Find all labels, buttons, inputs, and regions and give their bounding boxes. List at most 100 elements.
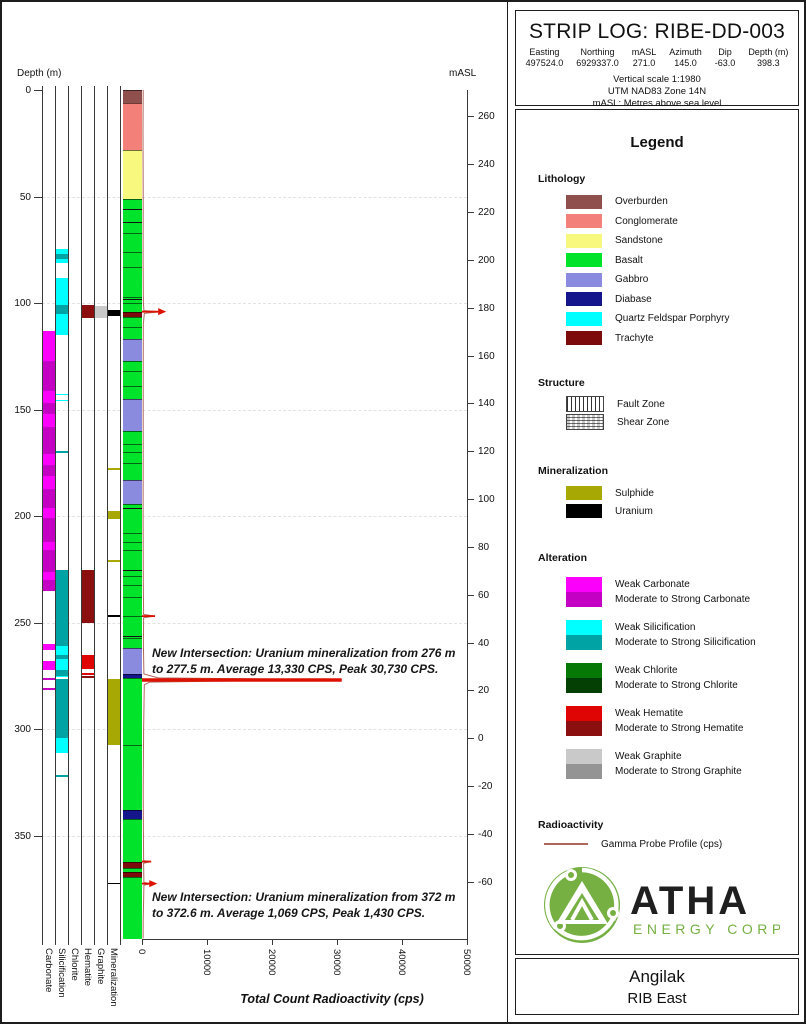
silicification-interval xyxy=(56,646,68,655)
legend-section-heading: Lithology xyxy=(538,173,586,185)
cps-tick xyxy=(337,939,338,945)
carbonate-interval xyxy=(43,488,55,508)
mineralization-interval xyxy=(108,309,120,316)
swatch-strong xyxy=(566,677,602,693)
cps-tick-label: 0 xyxy=(136,949,147,955)
lithology-interval xyxy=(123,503,142,534)
lithology-interval xyxy=(123,876,142,939)
lithology-interval xyxy=(123,550,142,576)
legend-alteration-labels: Weak Chlorite Moderate to Strong Chlorite xyxy=(615,663,738,693)
masl-tick xyxy=(467,786,474,788)
depth-tick xyxy=(34,836,42,838)
lithology-interval xyxy=(123,303,142,312)
header-box: STRIP LOG: RIBE-DD-003 Easting 497524.0 No… xyxy=(515,10,799,109)
header-note: mASL: Metres above sea level xyxy=(592,98,722,109)
legend-label: Trachyte xyxy=(615,332,654,344)
collar-field-depth-m-: Depth (m) 398.3 xyxy=(748,47,788,69)
graphite-interval xyxy=(95,306,107,319)
masl-tick-label: 40 xyxy=(478,637,490,649)
carbonate-interval xyxy=(43,330,55,361)
carbonate-interval xyxy=(43,644,55,650)
masl-tick-label: -20 xyxy=(478,781,493,793)
lithology-interval xyxy=(123,102,142,150)
lithology-interval xyxy=(123,296,142,304)
legend-alteration-pair-chlorite: Weak Chlorite Moderate to Strong Chlorite xyxy=(516,662,798,693)
swatch-weak xyxy=(566,662,602,678)
strong-label: Moderate to Strong Hematite xyxy=(615,722,744,734)
masl-tick-label: -40 xyxy=(478,829,493,840)
lithology-interval xyxy=(123,674,142,679)
legend-swatch-quartz-feldspar-porphyry xyxy=(566,311,602,326)
lithology-interval xyxy=(123,452,142,464)
logo-swirl-icon xyxy=(544,866,620,943)
lithology-stringer xyxy=(123,209,142,211)
track-divider xyxy=(120,86,121,945)
masl-tick-label: 160 xyxy=(478,350,495,362)
masl-axis-line xyxy=(467,90,468,939)
depth-gridline xyxy=(42,409,467,411)
masl-tick-label: 60 xyxy=(478,589,490,601)
atha-energy-logo: ATHA ENERGY CORP. xyxy=(542,864,798,951)
legend-alteration-labels: Weak Graphite Moderate to Strong Graphite xyxy=(615,749,742,779)
legend-label: Gabbro xyxy=(615,274,649,285)
info-panel: STRIP LOG: RIBE-DD-003 Easting 497524.0 No… xyxy=(507,2,806,1022)
lithology-interval xyxy=(123,317,142,327)
carbonate-interval xyxy=(43,688,55,690)
carbonate-interval xyxy=(43,454,55,466)
masl-tick xyxy=(467,355,474,357)
legend-swatch-shear-zone xyxy=(566,414,604,430)
legend-item-sandstone: Sandstone xyxy=(516,232,798,249)
depth-gridline xyxy=(42,303,467,305)
swatch-strong xyxy=(566,591,602,607)
track-label: Silicification xyxy=(56,948,67,998)
carbonate-interval xyxy=(43,571,55,581)
legend-item-gabbro: Gabbro xyxy=(516,271,798,288)
depth-tick-label: 200 xyxy=(14,511,31,523)
hematite-interval xyxy=(82,305,94,319)
track-divider xyxy=(68,86,69,945)
depth-tick xyxy=(34,303,42,305)
legend-section-heading: Radioactivity xyxy=(538,818,604,831)
field-label: mASL xyxy=(631,47,657,57)
track-divider xyxy=(55,86,56,945)
masl-tick-label: 80 xyxy=(478,541,490,553)
legend-label: Conglomerate xyxy=(615,215,678,227)
depth-gridline xyxy=(42,622,467,624)
silicification-interval xyxy=(56,669,68,676)
legend-swatch-trachyte xyxy=(566,331,602,345)
strong-label: Moderate to Strong Silicification xyxy=(615,636,756,648)
legend-swatch-basalt xyxy=(566,253,602,267)
legend-swatch-silicification xyxy=(566,619,602,650)
legend-alteration-pair-silicification: Weak Silicification Moderate to Strong Si… xyxy=(516,619,798,650)
collar-field-masl: mASL 271.0 xyxy=(632,47,657,69)
depth-tick-label: 250 xyxy=(14,617,31,629)
legend-alteration-pair-carbonate: Weak Carbonate Moderate to Strong Carbona… xyxy=(516,576,798,607)
lithology-interval xyxy=(123,678,142,746)
carbonate-interval xyxy=(43,360,55,391)
cps-axis-line xyxy=(142,939,467,940)
swatch-weak xyxy=(566,748,602,764)
mineralization-interval xyxy=(108,510,120,520)
cps-tick-label: 10000 xyxy=(201,949,212,976)
swatch-strong xyxy=(566,634,602,650)
field-value: 271.0 xyxy=(632,58,656,68)
legend-item-conglomerate: Conglomerate xyxy=(516,213,798,230)
collar-fields: Easting 497524.0 Northing 6929337.0 mASL 271.… xyxy=(516,47,798,69)
masl-tick xyxy=(467,546,474,548)
masl-tick-label: -60 xyxy=(478,876,493,888)
silicification-interval xyxy=(56,737,68,753)
lithology-interval xyxy=(123,541,142,551)
cps-tick xyxy=(402,939,403,945)
depth-tick xyxy=(34,196,42,198)
masl-tick xyxy=(467,212,474,213)
track-label: Graphite xyxy=(95,948,106,985)
swatch-strong xyxy=(566,763,602,779)
gamma-profile-line xyxy=(142,89,342,939)
lithology-interval xyxy=(123,311,142,317)
masl-tick-label: 200 xyxy=(478,254,495,266)
lithology-interval xyxy=(123,745,142,811)
lithology-interval xyxy=(123,443,142,453)
lithology-stringer xyxy=(123,222,142,224)
hematite-interval xyxy=(82,672,94,675)
masl-tick-label: 100 xyxy=(478,494,495,506)
